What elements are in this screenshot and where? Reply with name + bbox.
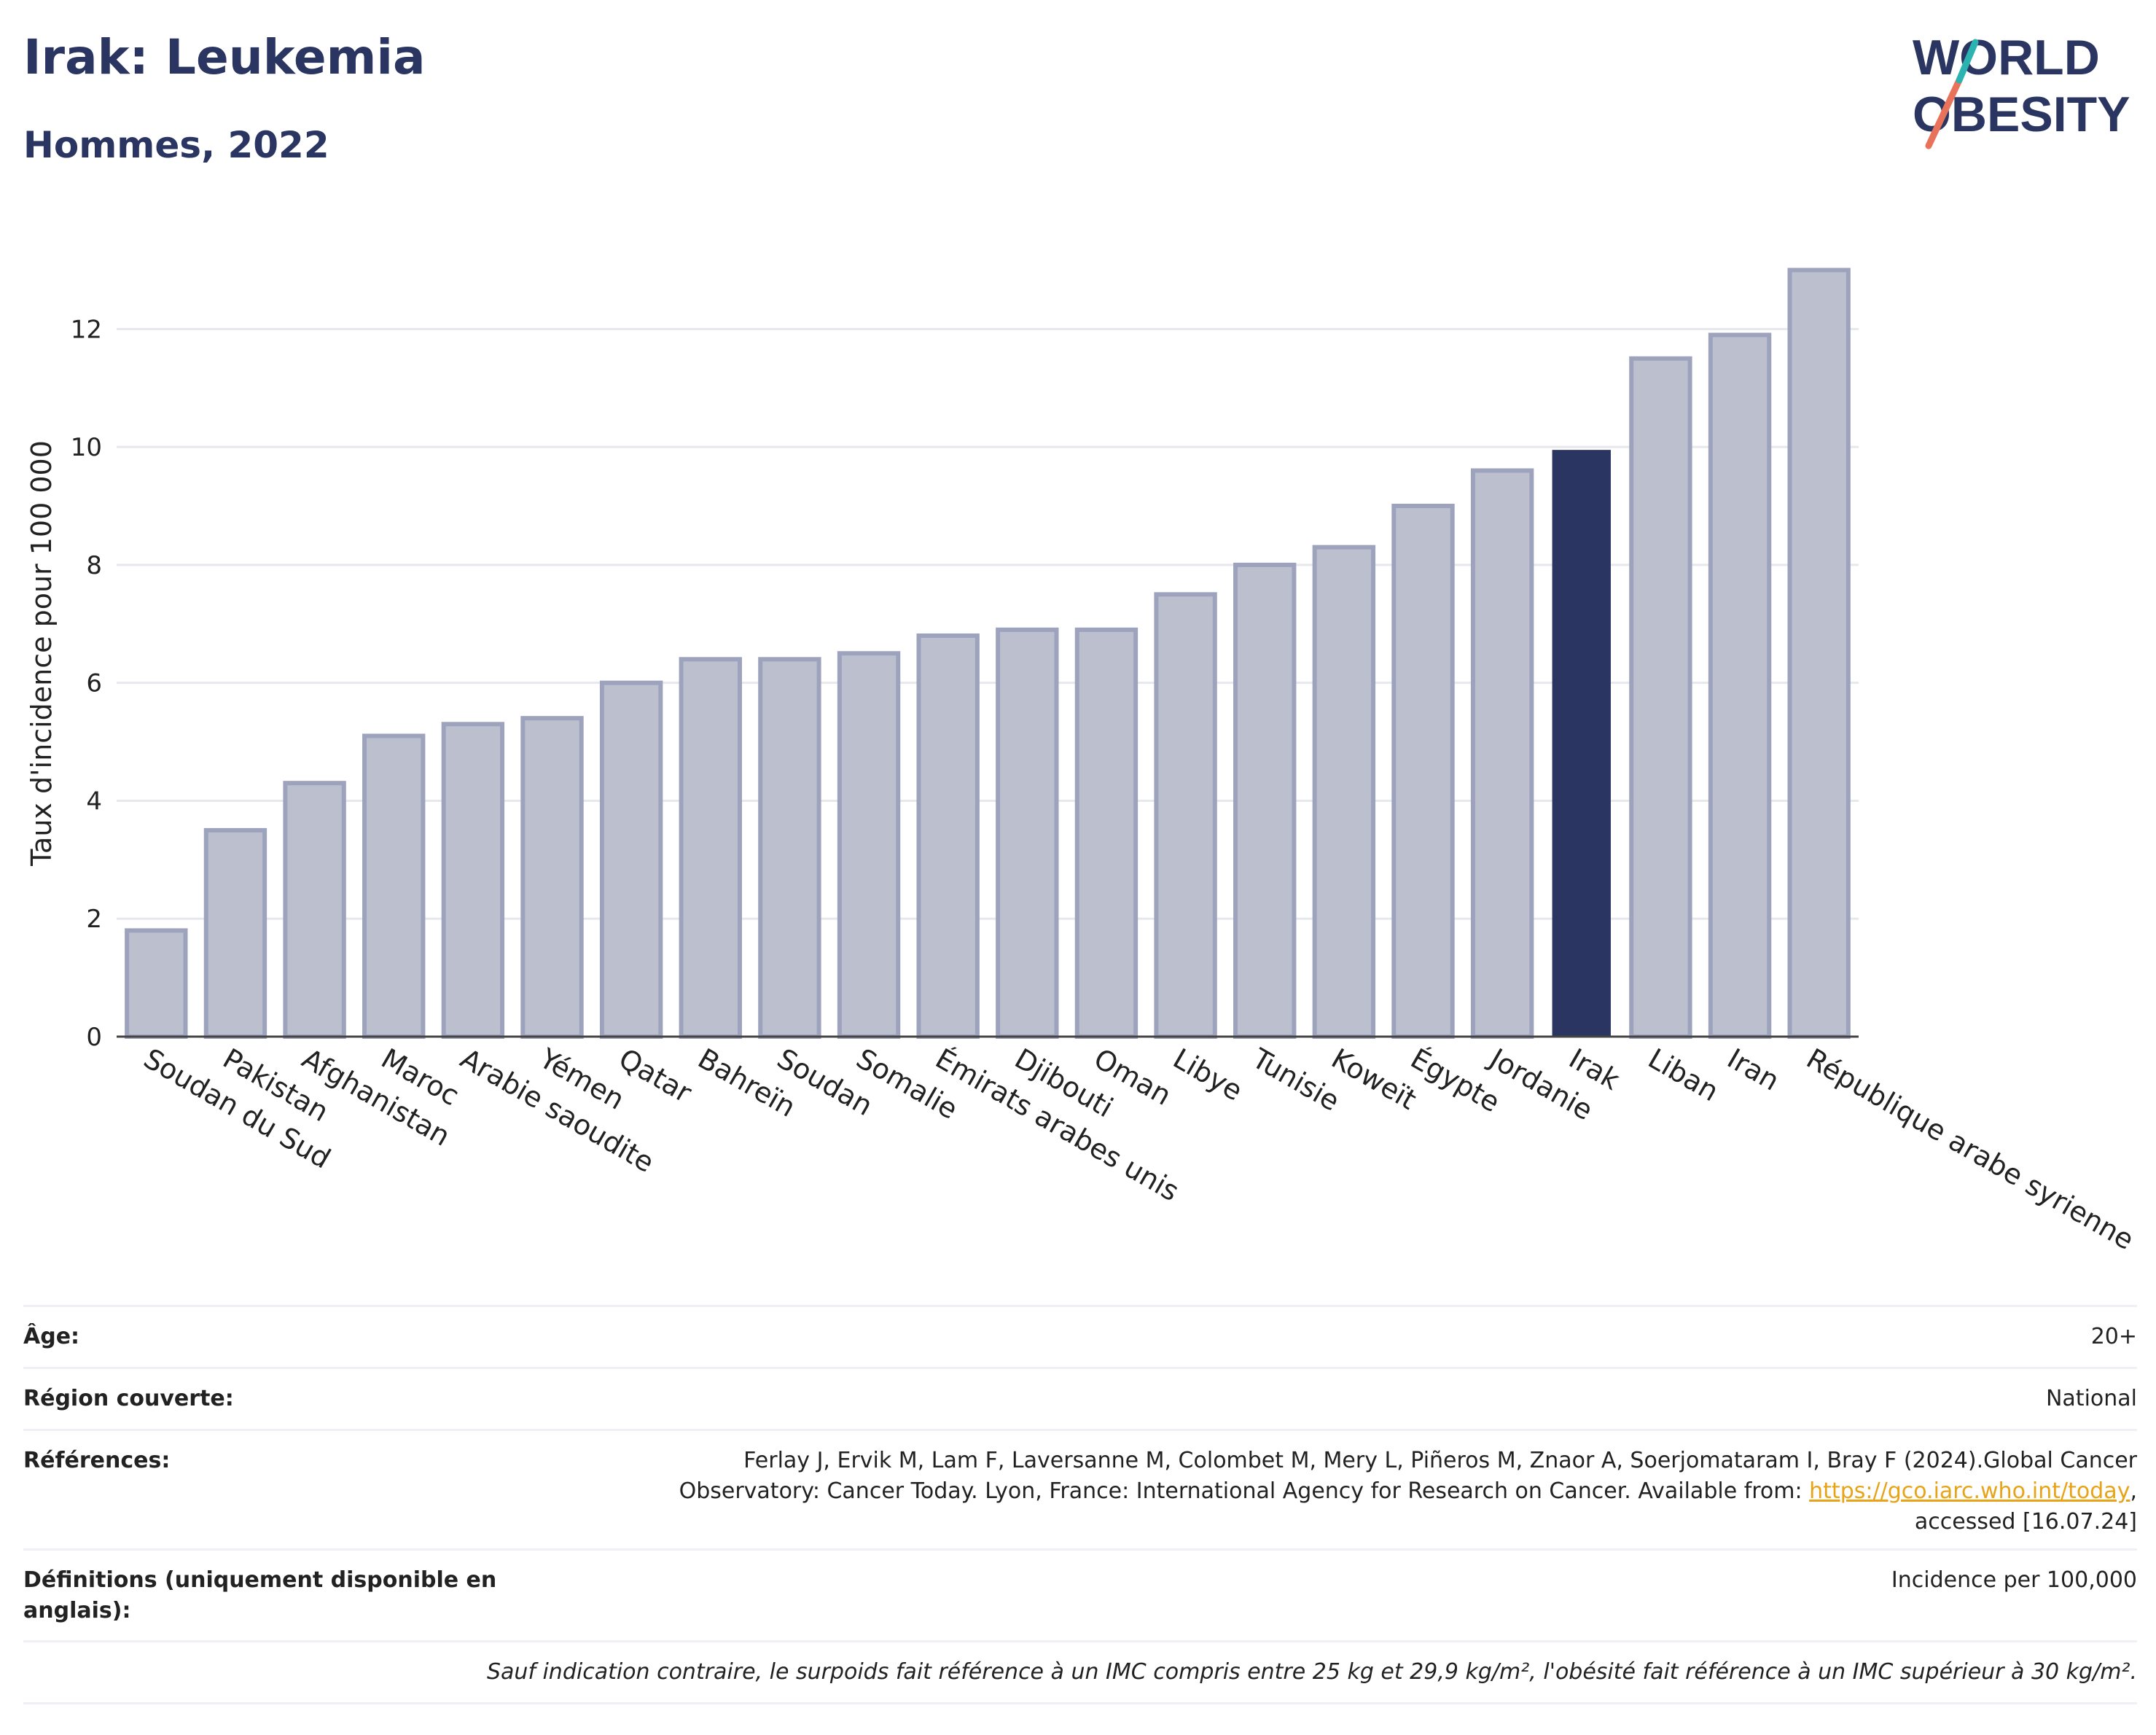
bar-r-publique-arabe-syrienne bbox=[1787, 268, 1851, 1039]
y-tick-label: 4 bbox=[86, 787, 102, 816]
page-title: Irak: Leukemia bbox=[23, 29, 426, 85]
info-row-definitions: Définitions (uniquement disponible en an… bbox=[23, 1548, 2137, 1640]
info-row-region: Région couverte: National bbox=[23, 1367, 2137, 1429]
references-line-3: accessed [16.07.24] bbox=[1914, 1509, 2137, 1535]
info-row-footnote: Sauf indication contraire, le surpoids f… bbox=[23, 1640, 2137, 1704]
x-tick-label: Libye bbox=[1168, 1042, 1248, 1107]
bar-kowe-t bbox=[1312, 545, 1376, 1039]
x-tick-label: Iran bbox=[1722, 1042, 1785, 1097]
bar-irak bbox=[1552, 450, 1611, 1037]
bar-soudan bbox=[758, 657, 821, 1039]
y-axis-label: Taux d'incidence pour 100 000 bbox=[26, 440, 58, 867]
region-value: National bbox=[2045, 1386, 2137, 1411]
info-row-references: Références: Ferlay J, Ervik M, Lam F, La… bbox=[23, 1429, 2137, 1548]
bar-tunisie bbox=[1233, 562, 1297, 1039]
bar-pakistan bbox=[203, 827, 267, 1040]
bar-chart: 0 2 4 6 8 10 12 Soudan du SudPakistanAfghanist… bbox=[26, 268, 2139, 1256]
bar-somalie bbox=[837, 651, 901, 1039]
y-tick-labels: 0 2 4 6 8 10 12 bbox=[71, 315, 102, 1052]
age-value: 20+ bbox=[2090, 1324, 2137, 1349]
x-tick-label: Tunisie bbox=[1246, 1042, 1345, 1118]
bar-djibouti bbox=[996, 627, 1059, 1039]
svg-text:WORLD: WORLD bbox=[1913, 30, 2100, 85]
bar-soudan-du-sud bbox=[125, 928, 188, 1040]
bar-liban bbox=[1629, 356, 1692, 1039]
x-tick-label: Qatar bbox=[614, 1042, 698, 1110]
bar-y-men bbox=[520, 716, 584, 1039]
references-link[interactable]: https://gco.iarc.who.int/today bbox=[1809, 1478, 2130, 1504]
definitions-value: Incidence per 100,000 bbox=[1891, 1567, 2137, 1593]
y-tick-label: 0 bbox=[86, 1023, 102, 1052]
bar-qatar bbox=[599, 680, 663, 1040]
x-tick-label: Liban bbox=[1643, 1042, 1724, 1108]
references-value: Ferlay J, Ervik M, Lam F, Laversanne M, … bbox=[519, 1446, 2137, 1548]
region-label: Région couverte: bbox=[23, 1386, 234, 1411]
bar--gypte bbox=[1391, 504, 1455, 1039]
bar-maroc bbox=[362, 733, 426, 1039]
bars bbox=[125, 268, 1851, 1040]
info-table: Âge: 20+ Région couverte: National Référ… bbox=[23, 1305, 2137, 1704]
bar-libye bbox=[1154, 592, 1217, 1039]
footnote: Sauf indication contraire, le surpoids f… bbox=[486, 1659, 2137, 1685]
bar-bahre-n bbox=[679, 657, 742, 1039]
y-tick-label: 8 bbox=[86, 551, 102, 580]
references-comma: , bbox=[2130, 1478, 2137, 1504]
bar-iran bbox=[1708, 332, 1772, 1039]
references-text: Observatory: Cancer Today. Lyon, France:… bbox=[679, 1478, 1810, 1504]
x-tick-label: Égypte bbox=[1405, 1042, 1505, 1119]
y-tick-label: 10 bbox=[71, 433, 102, 462]
bar-oman bbox=[1074, 627, 1138, 1039]
x-tick-label: République arabe syrienne bbox=[1801, 1042, 2139, 1256]
page-subtitle: Hommes, 2022 bbox=[23, 124, 329, 166]
x-tick-label: Koweït bbox=[1326, 1042, 1421, 1116]
references-label: Références: bbox=[23, 1448, 171, 1473]
references-line-2: Observatory: Cancer Today. Lyon, France:… bbox=[519, 1476, 2137, 1507]
x-tick-labels: Soudan du SudPakistanAfghanistanMarocAra… bbox=[138, 1042, 2139, 1256]
bar-afghanistan bbox=[283, 781, 346, 1039]
bar-jordanie bbox=[1470, 468, 1534, 1039]
world-obesity-logo: WORLD OBESITY bbox=[1913, 30, 2130, 149]
y-tick-label: 6 bbox=[86, 669, 102, 698]
bar--mirats-arabes-unis bbox=[916, 633, 980, 1039]
y-tick-label: 2 bbox=[86, 905, 102, 934]
y-tick-label: 12 bbox=[71, 315, 102, 344]
info-row-age: Âge: 20+ bbox=[23, 1305, 2137, 1367]
bar-arabie-saoudite bbox=[441, 722, 505, 1039]
references-line-1: Ferlay J, Ervik M, Lam F, Laversanne M, … bbox=[743, 1448, 2137, 1473]
age-label: Âge: bbox=[23, 1324, 80, 1349]
definitions-label: Définitions (uniquement disponible en an… bbox=[23, 1567, 497, 1623]
